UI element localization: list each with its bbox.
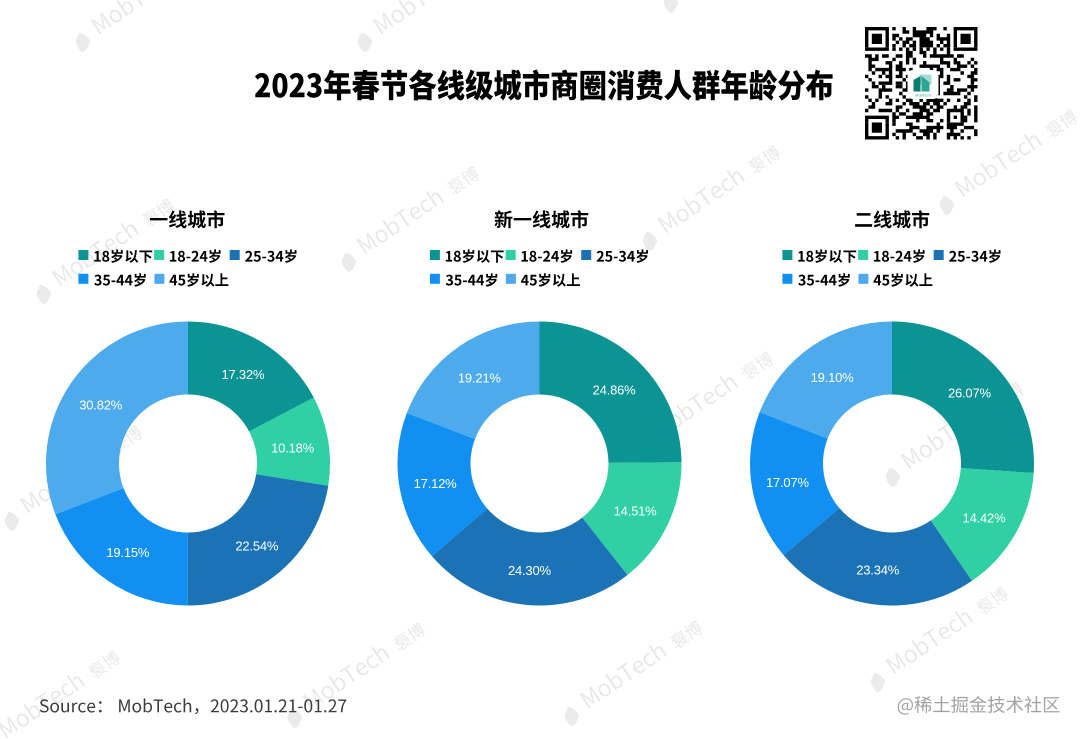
svg-text:22.54%: 22.54% <box>235 538 279 553</box>
svg-text:17.12%: 17.12% <box>414 476 458 491</box>
svg-text:14.51%: 14.51% <box>614 504 658 519</box>
svg-text:19.15%: 19.15% <box>106 545 150 560</box>
svg-text:17.32%: 17.32% <box>221 367 265 382</box>
svg-text:14.42%: 14.42% <box>963 510 1007 525</box>
svg-text:24.30%: 24.30% <box>508 563 552 578</box>
svg-text:19.10%: 19.10% <box>811 370 855 385</box>
svg-text:19.21%: 19.21% <box>458 370 502 385</box>
svg-text:23.34%: 23.34% <box>856 563 900 578</box>
svg-text:26.07%: 26.07% <box>948 385 992 400</box>
svg-text:30.82%: 30.82% <box>79 398 123 413</box>
svg-text:24.86%: 24.86% <box>593 382 637 397</box>
svg-text:17.07%: 17.07% <box>766 475 810 490</box>
svg-text:10.18%: 10.18% <box>271 441 315 456</box>
svg-text:MobTech: MobTech <box>915 94 930 98</box>
